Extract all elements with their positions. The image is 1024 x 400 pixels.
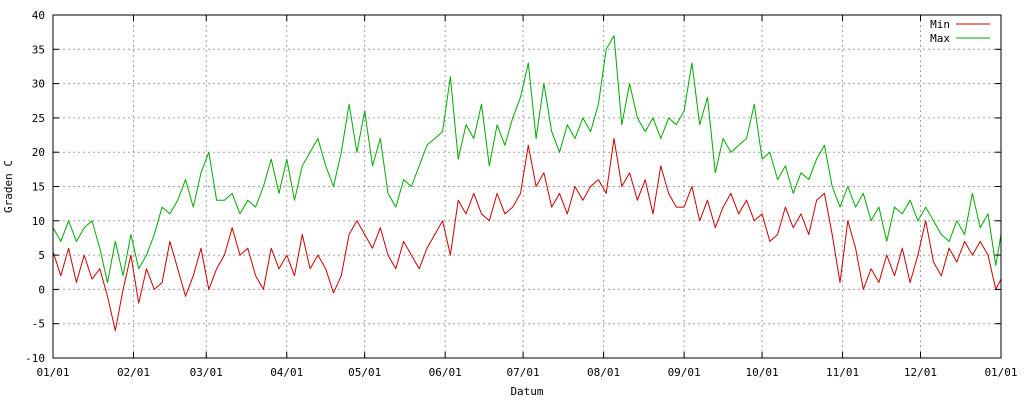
x-tick-label: 07/01 bbox=[507, 366, 540, 379]
y-tick-label: 25 bbox=[32, 112, 45, 125]
legend-label-max: Max bbox=[930, 32, 950, 45]
series-lines bbox=[52, 35, 1002, 332]
x-tick-label: 03/01 bbox=[190, 366, 223, 379]
x-tick-label: 01/01 bbox=[36, 366, 69, 379]
series-line-min bbox=[52, 138, 1002, 332]
y-tick-label: -10 bbox=[25, 352, 45, 365]
x-tick-label: 01/01 bbox=[984, 366, 1017, 379]
y-tick-label: 15 bbox=[32, 181, 45, 194]
x-axis-title: Datum bbox=[510, 385, 543, 398]
x-tick-label: 02/01 bbox=[117, 366, 150, 379]
y-tick-label: 20 bbox=[32, 146, 45, 159]
legend-label-min: Min bbox=[930, 18, 950, 31]
axis-ticks: -10 -5 0 5 10 15 20 25 30 35 40 01/01 02/01 03/01 04/0… bbox=[25, 9, 1017, 379]
grid bbox=[53, 15, 1001, 358]
x-tick-label: 04/01 bbox=[270, 366, 303, 379]
y-tick-label: 10 bbox=[32, 215, 45, 228]
x-tick-label: 12/01 bbox=[904, 366, 937, 379]
y-axis-title: Graden C bbox=[2, 160, 15, 213]
x-tick-label: 09/01 bbox=[668, 366, 701, 379]
series-line-max bbox=[52, 35, 1002, 283]
y-tick-label: -5 bbox=[32, 318, 45, 331]
y-tick-label: 40 bbox=[32, 9, 45, 22]
y-tick-label: 35 bbox=[32, 43, 45, 56]
x-tick-label: 11/01 bbox=[826, 366, 859, 379]
y-tick-label: 30 bbox=[32, 78, 45, 91]
x-tick-label: 05/01 bbox=[348, 366, 381, 379]
x-tick-label: 06/01 bbox=[429, 366, 462, 379]
y-tick-label: 5 bbox=[38, 249, 45, 262]
y-tick-label: 0 bbox=[38, 283, 45, 296]
x-tick-label: 10/01 bbox=[745, 366, 778, 379]
x-tick-label: 08/01 bbox=[587, 366, 620, 379]
